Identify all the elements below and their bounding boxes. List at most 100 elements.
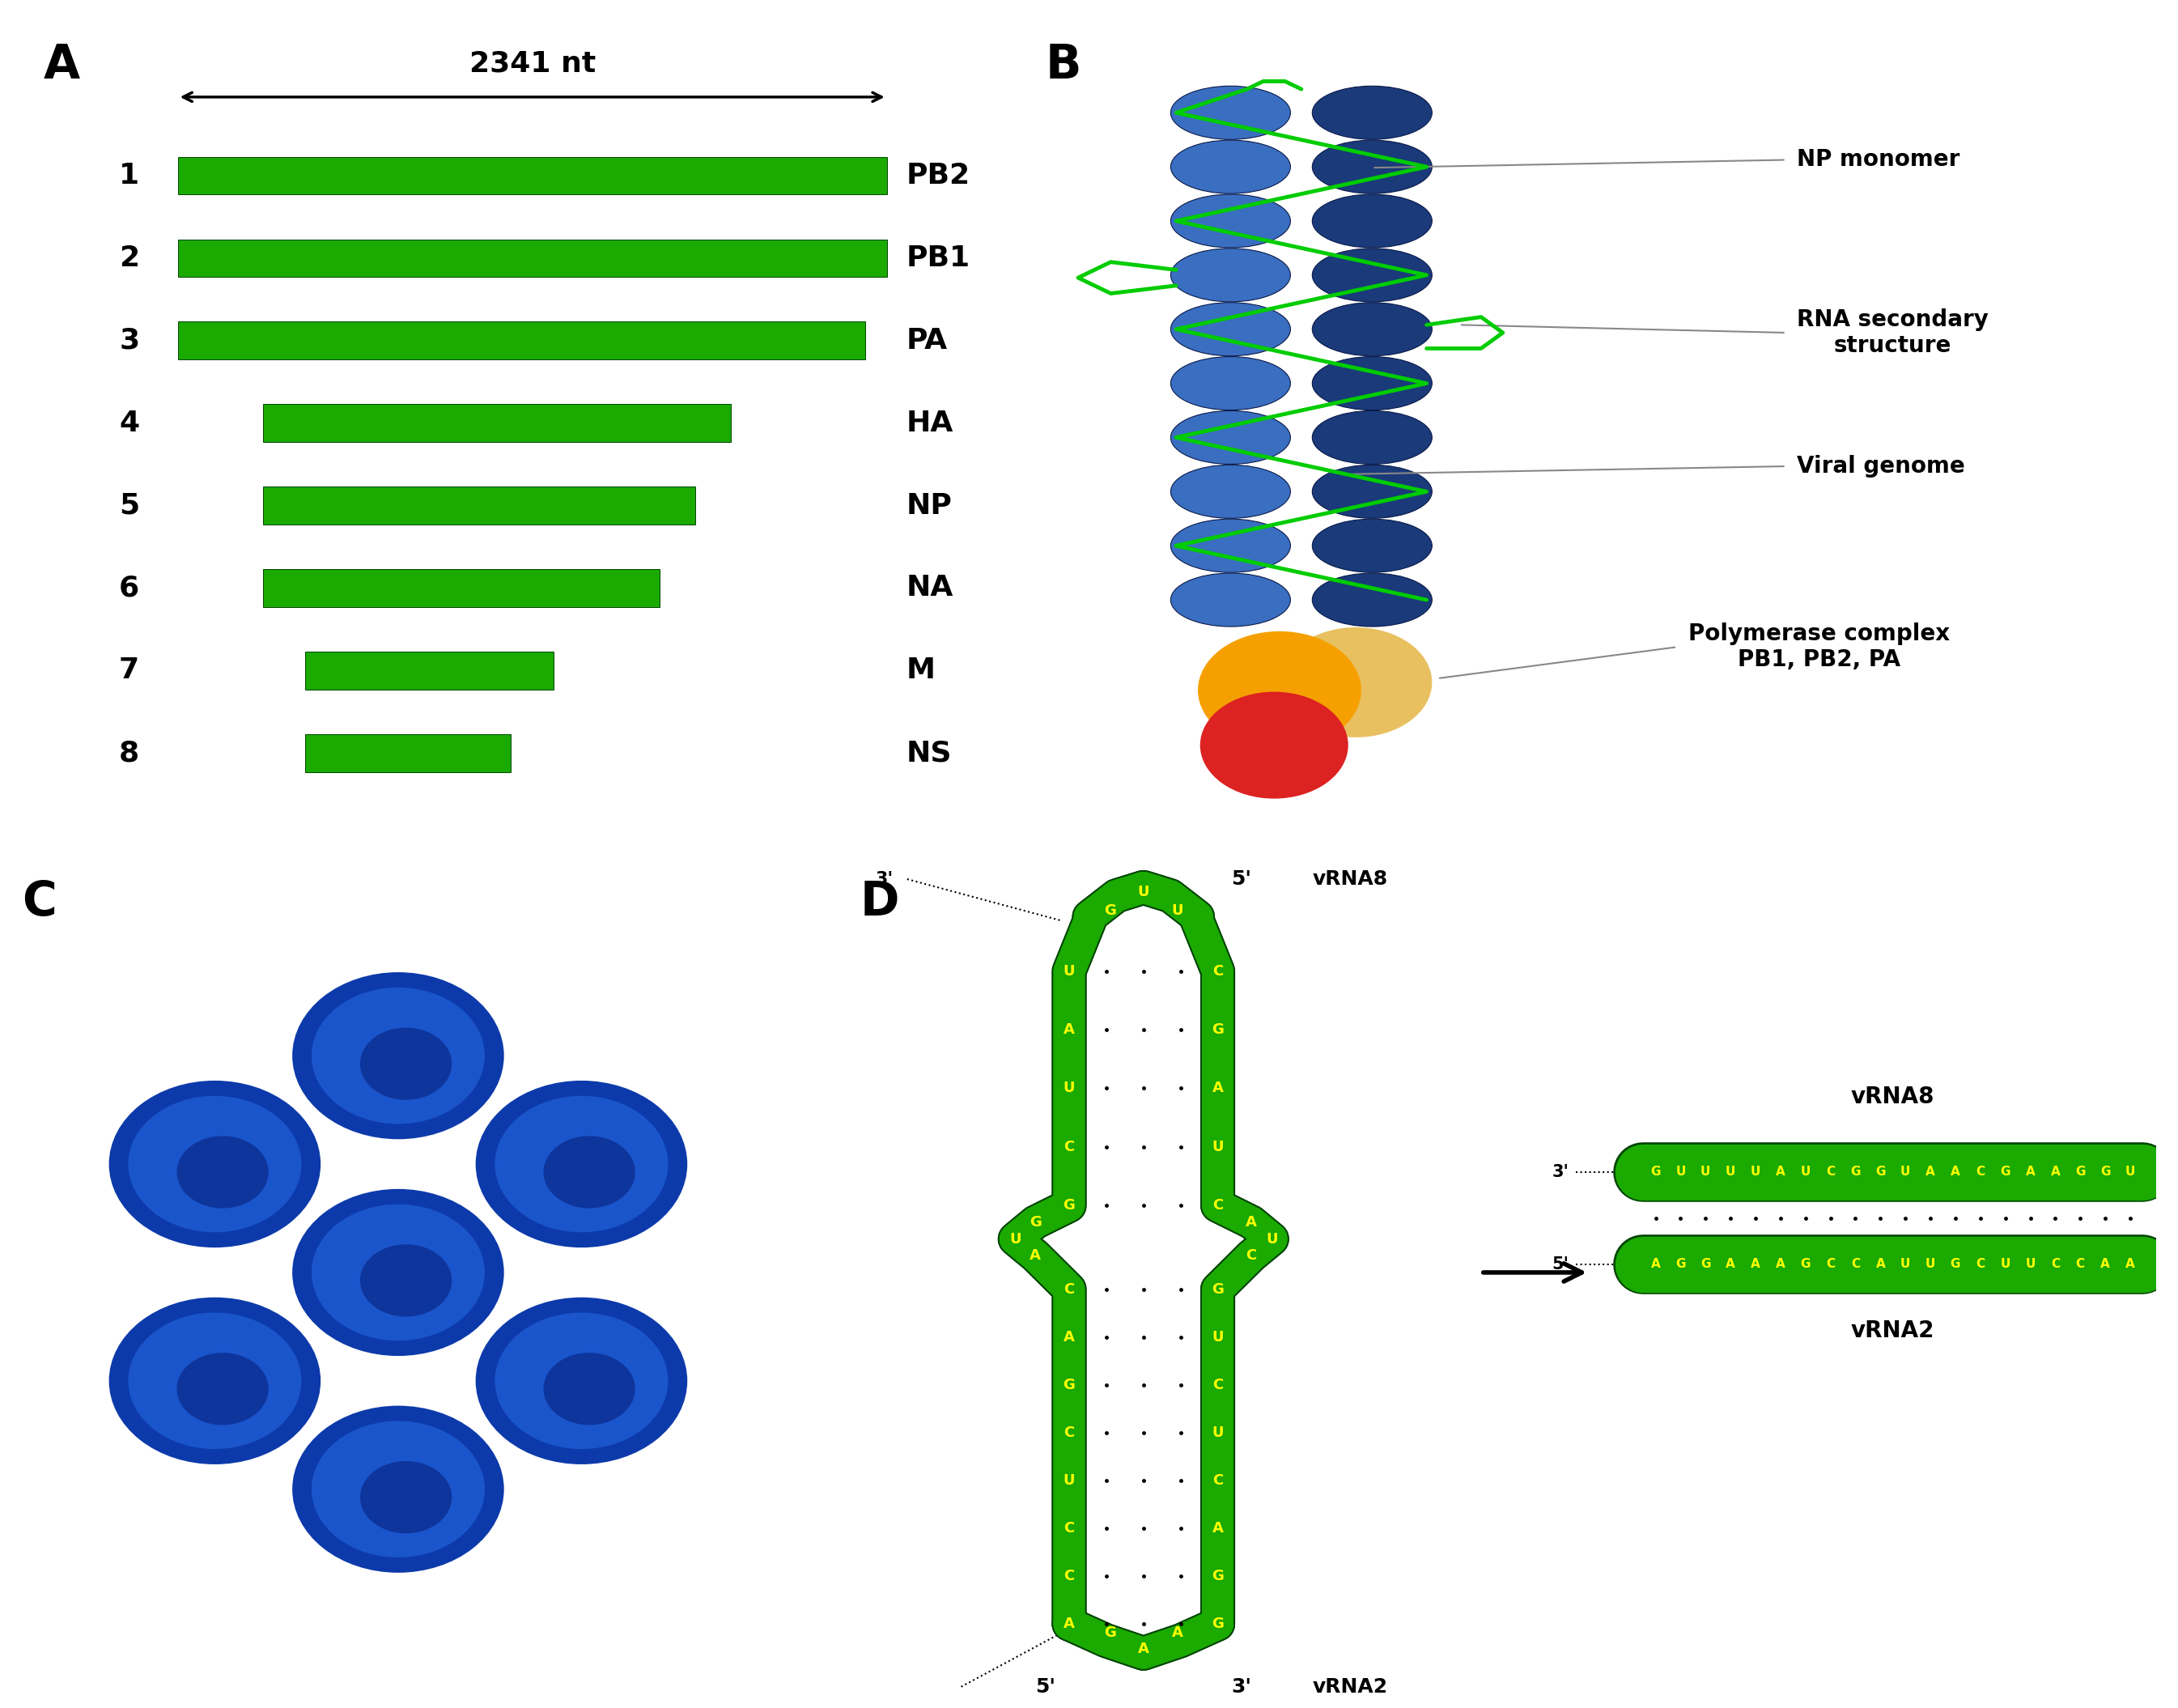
Text: C: C [1213, 1199, 1224, 1213]
Text: U: U [1925, 1259, 1936, 1271]
Text: 5: 5 [120, 492, 139, 519]
Text: G: G [1104, 1624, 1115, 1640]
Text: A: A [2126, 1259, 2134, 1271]
Text: U: U [1801, 1167, 1810, 1179]
Ellipse shape [1172, 519, 1289, 572]
Text: 3': 3' [1553, 1163, 1568, 1180]
Text: C: C [22, 880, 57, 926]
Bar [264, 487, 695, 524]
Text: C: C [1825, 1167, 1834, 1179]
Text: 6: 6 [120, 574, 139, 601]
Ellipse shape [129, 1312, 301, 1448]
Ellipse shape [1172, 410, 1289, 465]
Text: NA: NA [906, 574, 954, 601]
Text: G: G [1875, 1167, 1886, 1179]
Ellipse shape [311, 987, 486, 1124]
Text: 5': 5' [1231, 869, 1252, 888]
Text: A: A [2049, 1167, 2060, 1179]
Text: 8: 8 [120, 740, 139, 767]
Ellipse shape [292, 1189, 503, 1356]
Text: C: C [1063, 1570, 1074, 1583]
Text: vRNA8: vRNA8 [1851, 1085, 1934, 1108]
Ellipse shape [1311, 302, 1433, 355]
Text: 5': 5' [1551, 1255, 1568, 1272]
Text: G: G [1949, 1259, 1960, 1271]
Ellipse shape [359, 1028, 451, 1100]
Text: Polymerase complex
PB1, PB2, PA: Polymerase complex PB1, PB2, PA [1688, 622, 1949, 671]
Text: A: A [1030, 1249, 1041, 1262]
Text: A: A [1063, 1617, 1074, 1631]
Text: U: U [1008, 1231, 1021, 1247]
Text: C: C [2076, 1259, 2084, 1271]
Text: Viral genome: Viral genome [1797, 454, 1965, 478]
Text: G: G [1701, 1259, 1710, 1271]
Ellipse shape [1311, 85, 1433, 140]
Ellipse shape [1311, 195, 1433, 248]
Bar [305, 652, 553, 690]
Text: U: U [1063, 1474, 1076, 1488]
Bar [305, 734, 512, 772]
Circle shape [1198, 632, 1361, 750]
Text: U: U [1063, 963, 1076, 979]
Ellipse shape [359, 1245, 451, 1317]
Text: A: A [1213, 1522, 1224, 1535]
Text: A: A [1137, 1641, 1150, 1657]
Text: PB2: PB2 [906, 162, 969, 190]
Ellipse shape [311, 1421, 486, 1558]
Text: C: C [1063, 1283, 1074, 1296]
Text: G: G [1211, 1023, 1224, 1037]
Ellipse shape [1172, 574, 1289, 627]
Text: A: A [1172, 1624, 1183, 1640]
Text: 5': 5' [1035, 1677, 1056, 1696]
Text: A: A [2026, 1167, 2034, 1179]
Text: A: A [1213, 1081, 1224, 1095]
Text: NP: NP [906, 492, 952, 519]
Text: PB1: PB1 [906, 244, 969, 272]
Text: A: A [1875, 1259, 1886, 1271]
Ellipse shape [292, 1406, 503, 1573]
Text: A: A [1775, 1259, 1786, 1271]
Text: 3': 3' [1231, 1677, 1252, 1696]
Text: vRNA8: vRNA8 [1311, 869, 1387, 888]
Text: NS: NS [906, 740, 952, 767]
Text: U: U [1751, 1167, 1760, 1179]
Text: A: A [1063, 1023, 1074, 1037]
Ellipse shape [494, 1313, 669, 1448]
Ellipse shape [1172, 85, 1289, 140]
Text: G: G [1651, 1167, 1660, 1179]
Ellipse shape [475, 1081, 688, 1247]
Text: A: A [1063, 1331, 1074, 1344]
Text: A: A [2100, 1259, 2110, 1271]
Ellipse shape [1172, 248, 1289, 302]
Ellipse shape [475, 1298, 688, 1464]
Text: 3': 3' [876, 871, 893, 886]
Text: G: G [1104, 904, 1115, 919]
Ellipse shape [176, 1353, 268, 1424]
Ellipse shape [1172, 140, 1289, 193]
Text: U: U [1675, 1167, 1686, 1179]
Text: A: A [1751, 1259, 1760, 1271]
Text: U: U [1901, 1259, 1910, 1271]
Bar [179, 321, 865, 359]
Text: C: C [1213, 963, 1224, 979]
Ellipse shape [109, 1298, 320, 1464]
Circle shape [1281, 627, 1433, 738]
Ellipse shape [1311, 465, 1433, 518]
Ellipse shape [1172, 465, 1289, 518]
Text: A: A [1246, 1214, 1257, 1230]
Text: RNA secondary
structure: RNA secondary structure [1797, 307, 1989, 357]
Circle shape [1200, 692, 1348, 799]
Text: 2341 nt: 2341 nt [468, 50, 595, 77]
Text: G: G [2100, 1167, 2110, 1179]
Text: A: A [1951, 1167, 1960, 1179]
Text: G: G [1801, 1259, 1810, 1271]
Ellipse shape [544, 1353, 636, 1424]
Ellipse shape [1311, 140, 1433, 193]
Ellipse shape [1311, 410, 1433, 465]
Ellipse shape [1311, 519, 1433, 572]
Text: U: U [1063, 1081, 1076, 1095]
Text: U: U [1725, 1167, 1736, 1179]
Ellipse shape [176, 1136, 268, 1208]
Text: C: C [1975, 1167, 1984, 1179]
Ellipse shape [1172, 357, 1289, 410]
